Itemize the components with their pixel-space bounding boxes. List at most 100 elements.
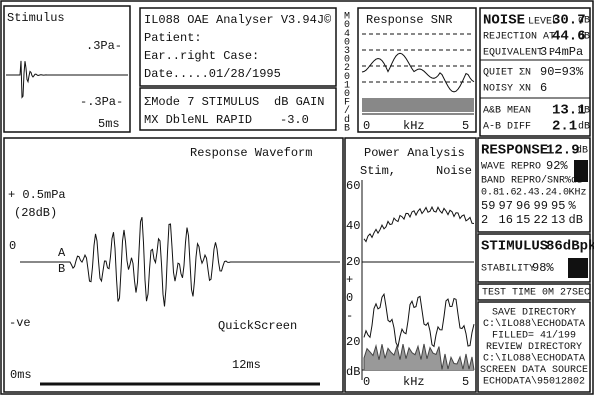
- waveform-neg: -ve: [9, 316, 31, 330]
- band-cell: 15: [516, 213, 530, 227]
- band-cell: 95: [551, 199, 565, 213]
- repro-bar: [574, 160, 588, 182]
- x-label: 0: [363, 375, 370, 389]
- noise-mode: MX DbleNL RAPID: [144, 113, 252, 127]
- info-line: IL088 OAE Analyser V3.94J©: [144, 13, 332, 27]
- noise-label: A&B MEAN: [483, 106, 531, 117]
- scale-char: 4: [344, 29, 350, 40]
- y-label: 40: [346, 219, 360, 233]
- band-label: BAND REPRO/SNR%dB: [481, 175, 583, 187]
- band-cell: 13: [551, 213, 565, 227]
- test-time: TEST TIME 0M 27SEC: [482, 288, 590, 299]
- mode: ΣMode 7 STIMULUS: [144, 95, 259, 109]
- directory-line: SAVE DIRECTORY: [492, 308, 576, 319]
- band-cell: 1.6: [499, 188, 517, 199]
- stim-title: STIMULUS: [481, 239, 548, 255]
- stimulus-title: Stimulus: [7, 11, 65, 25]
- scale-char: 2: [344, 63, 350, 74]
- stim-spectrum: [363, 205, 475, 243]
- band-cell: 3.2: [534, 188, 552, 199]
- band-cell: 97: [499, 199, 513, 213]
- mode-panel: [139, 87, 337, 131]
- noise-unit: dB: [578, 121, 590, 133]
- waveform-title: Response Waveform: [190, 146, 312, 160]
- stimulus-top: .3Pa-: [86, 39, 122, 53]
- repro: 92%: [546, 159, 568, 173]
- noise-label: NOISE: [483, 13, 525, 29]
- x-label: kHz: [403, 375, 425, 389]
- y-label: +: [346, 273, 353, 287]
- scale-char: 0: [344, 89, 350, 100]
- response-wave: [20, 216, 340, 307]
- stimulus-info-panel: [477, 233, 591, 283]
- response-value: 12.9: [546, 143, 580, 159]
- y-label: 60: [346, 179, 360, 193]
- waveform-mode: QuickScreen: [218, 319, 297, 333]
- y-label: -: [346, 309, 353, 323]
- waveform-end: 12ms: [232, 358, 261, 372]
- noise-label: A-B DIFF: [483, 122, 531, 133]
- waveform-zero: 0: [9, 239, 16, 253]
- noise-label: REJECTION AT: [483, 32, 555, 43]
- directory-panel: [477, 301, 591, 393]
- scale-char: M: [344, 12, 350, 23]
- y-label: 0: [346, 291, 353, 305]
- scale-char: 0: [344, 20, 350, 31]
- noise-value: 6: [540, 81, 547, 95]
- stimulus-wave: [6, 60, 128, 99]
- waveform-start: 0ms: [10, 368, 32, 382]
- noise-value: 90=93%: [540, 65, 584, 79]
- info-line: Patient:: [144, 31, 202, 45]
- band-cell: 2.4: [516, 188, 534, 199]
- noise-label: QUIET ΣN: [483, 68, 531, 79]
- info-panel: [139, 7, 337, 87]
- band-cell: 96: [516, 199, 530, 213]
- power-panel: [344, 137, 477, 393]
- response-title: RESPONSE: [481, 143, 548, 159]
- band-cell: 2: [481, 213, 488, 227]
- scale-char: 1: [344, 80, 350, 91]
- x-label: kHz: [403, 119, 425, 133]
- response-panel: [477, 137, 591, 233]
- scale-char: d: [344, 114, 350, 126]
- noise-value: 30.7: [552, 13, 586, 29]
- gain-label: dB GAIN: [274, 95, 324, 109]
- directory-line: REVIEW DIRECTORY: [486, 342, 582, 353]
- band-cell: 99: [534, 199, 548, 213]
- scale-char: /: [344, 105, 350, 117]
- stimulus-time: 5ms: [98, 117, 120, 131]
- directory-line: FILLED= 41/199: [492, 330, 576, 342]
- info-line: Date.....01/28/1995: [144, 67, 281, 81]
- scale-char: 0: [344, 55, 350, 66]
- band-cell: 4.0: [551, 188, 569, 199]
- band-cell: 59: [481, 199, 495, 213]
- directory-line: ECHODATA\95012802: [483, 376, 585, 388]
- waveform-top: + 0.5mPa: [8, 188, 66, 202]
- response-unit: dB: [576, 145, 588, 157]
- snr-grid: [362, 33, 474, 115]
- band-cell: %: [569, 199, 577, 213]
- directory-line: C:\ILO88\ECHODATA: [483, 353, 585, 365]
- y-label: 20: [346, 255, 360, 269]
- stimulus-panel: [3, 5, 131, 133]
- stability: 98%: [532, 261, 554, 275]
- snr-panel: [357, 7, 477, 133]
- noise-unit: dB: [578, 105, 590, 117]
- trace-b: B: [58, 262, 65, 276]
- directory-line: SCREEN DATA SOURCE: [480, 365, 588, 376]
- noise-label: EQUIVALENT P: [483, 48, 555, 59]
- power-stim: Stim,: [360, 164, 396, 178]
- band-table: 0.8 1.6 2.4 3.2 4.0 KHz 59 97 96 99 95 % 2 16 15 22 13 dB: [481, 188, 587, 228]
- y-label: dB: [346, 365, 360, 379]
- response-spectrum: [363, 292, 475, 348]
- noise-value: 2.1: [552, 119, 577, 135]
- noise-value: 44.6: [552, 29, 586, 45]
- noise-label: NOISY XN: [483, 84, 531, 95]
- stability-label: STABILITY: [481, 264, 535, 275]
- test-time-panel: [477, 283, 591, 301]
- stimulus-bottom: -.3Pa-: [80, 95, 123, 109]
- scale-char: 3: [344, 46, 350, 57]
- power-title: Power Analysis: [364, 146, 465, 160]
- stability-bar: [568, 258, 588, 278]
